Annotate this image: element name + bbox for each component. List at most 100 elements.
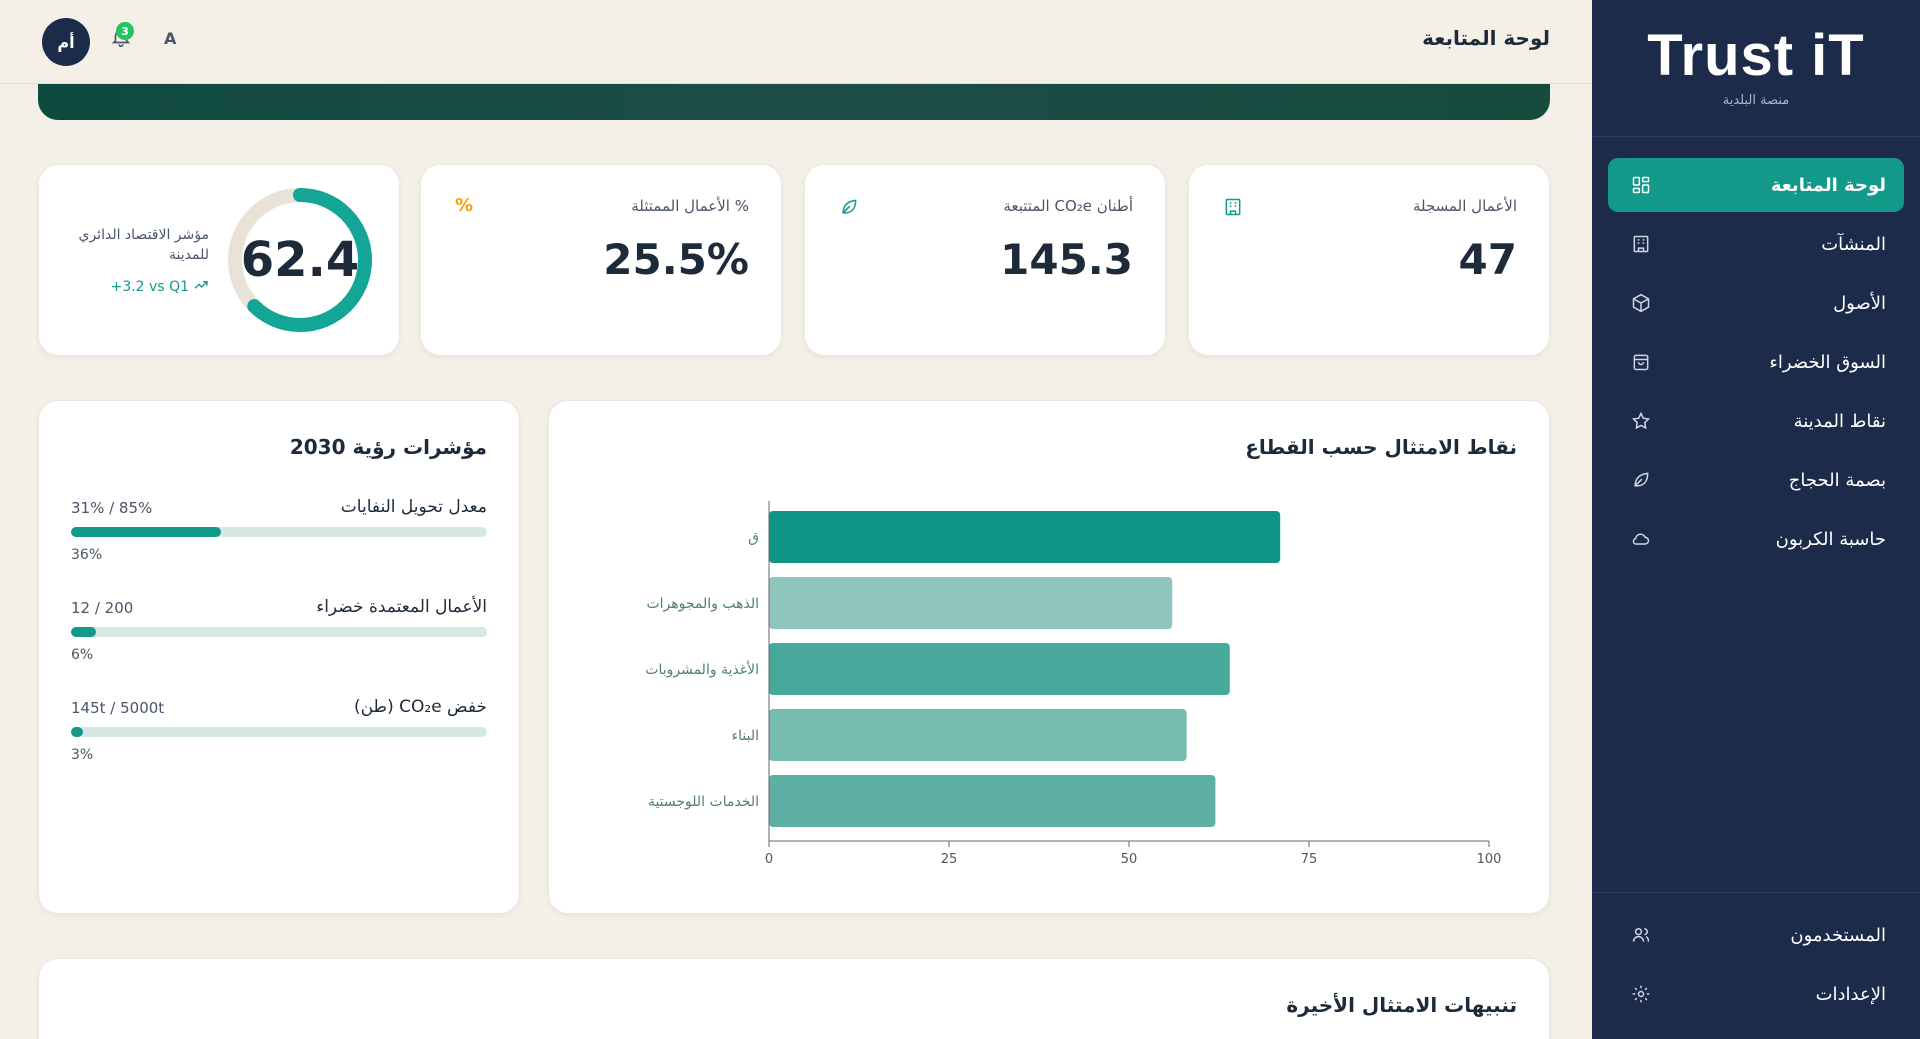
sidebar-divider (1592, 136, 1920, 137)
dashboard-icon (1630, 174, 1652, 196)
chart-category-label: الخدمات اللوجستية (648, 794, 759, 810)
sidebar-item-label: نقاط المدينة (1793, 410, 1886, 432)
kpi-name: الأعمال المعتمدة خضراء (316, 597, 487, 617)
sidebar-item-dashboard[interactable]: لوحة المتابعة (1608, 158, 1904, 212)
chart-x-tick-label: 0 (765, 852, 773, 867)
bag-icon (1630, 351, 1652, 373)
sidebar-item-settings[interactable]: الإعدادات (1608, 967, 1904, 1021)
kpi-percent: 3% (71, 747, 94, 763)
vision-2030-card: مؤشرات رؤية 2030 معدل تحويل النفايات 31%… (38, 400, 520, 914)
box-icon (1630, 292, 1652, 314)
chart-category-label: الذهب والمجوهرات (646, 596, 759, 612)
stat-value: 47 (1458, 235, 1517, 284)
chart-x-tick-label: 25 (941, 852, 958, 867)
circular-index-value: 62.4 (240, 232, 360, 288)
sidebar-divider (1592, 892, 1920, 893)
stat-value: 25.5% (603, 235, 749, 284)
building-icon (1630, 233, 1652, 255)
sidebar-item-label: الأصول (1833, 292, 1886, 314)
stat-card-circular-index: 62.4 مؤشر الاقتصاد الدائري للمدينة +3.2 … (38, 164, 400, 356)
top-bar: لوحة المتابعة أم 3 A (0, 0, 1592, 84)
sidebar-item-label: المنشآت (1821, 233, 1886, 255)
stat-label: الأعمال المسجلة (1412, 197, 1517, 215)
chart-x-tick-label: 50 (1121, 852, 1138, 867)
stat-card-compliant-businesses: % الأعمال الممتثلة 25.5% % (420, 164, 782, 356)
kpi-ratio: 12 / 200 (71, 599, 134, 617)
alerts-title: تنبيهات الامتثال الأخيرة (1286, 993, 1517, 1017)
stat-card-co2-tracked: أطنان CO₂e المتتبعة 145.3 (804, 164, 1166, 356)
sidebar-item-city-points[interactable]: نقاط المدينة (1608, 394, 1904, 448)
chart-category-label: الأغذية والمشروبات (645, 660, 759, 678)
chart-bar (769, 577, 1173, 629)
sidebar-bottom-nav: المستخدمون الإعدادات (1608, 908, 1904, 1026)
page-title: لوحة المتابعة (1422, 26, 1550, 50)
kpi-name: معدل تحويل النفايات (340, 497, 487, 517)
kpi-progress-fill (71, 627, 96, 637)
logo-title: Trust iT (1647, 23, 1865, 88)
logo-subtitle: منصة البلدية (1722, 93, 1790, 108)
chart-bar (769, 511, 1281, 563)
building-icon (1221, 197, 1243, 219)
language-toggle[interactable]: A (164, 29, 177, 48)
leaf-icon (1630, 469, 1652, 491)
sidebar-item-label: حاسبة الكربون (1775, 528, 1886, 550)
users-icon (1630, 924, 1652, 946)
sidebar-item-label: السوق الخضراء (1769, 351, 1886, 373)
circular-index-trend: +3.2 vs Q1 (111, 277, 209, 297)
stat-label: % الأعمال الممتثلة (631, 197, 749, 215)
stat-card-registered-businesses: الأعمال المسجلة 47 (1188, 164, 1550, 356)
chart-category-label: ق (748, 530, 759, 546)
sidebar-item-users[interactable]: المستخدمون (1608, 908, 1904, 962)
sidebar-item-label: المستخدمون (1790, 924, 1886, 946)
sidebar-item-facilities[interactable]: المنشآت (1608, 217, 1904, 271)
kpi-progress-fill (71, 527, 221, 537)
sidebar-item-pilgrim-footprint[interactable]: بصمة الحجاج (1608, 453, 1904, 507)
gauge-fill (228, 188, 372, 332)
stat-value: 145.3 (1000, 235, 1133, 284)
kpi-green-certified: الأعمال المعتمدة خضراء 12 / 200 6% (71, 597, 487, 677)
logo[interactable]: Trust iT منصة البلدية (1592, 22, 1920, 108)
sidebar-item-label: لوحة المتابعة (1770, 174, 1886, 196)
sector-bar-chart: ق الذهب والمجوهرات الأغذية والمشروبات البنا… (645, 501, 1502, 867)
kpi-percent: 36% (71, 547, 103, 563)
trend-text: +3.2 vs Q1 (110, 279, 189, 295)
notifications-button[interactable]: 3 (106, 22, 134, 52)
circular-index-label: مؤشر الاقتصاد الدائري للمدينة (78, 227, 210, 263)
kpi-progress-fill (71, 727, 84, 737)
chart-title: نقاط الامتثال حسب القطاع (1245, 435, 1517, 459)
sidebar-item-carbon-calculator[interactable]: حاسبة الكربون (1608, 512, 1904, 566)
chart-bar (769, 643, 1230, 695)
leaf-icon (837, 197, 859, 219)
kpi-co2-reduction: خفض CO₂e (طن) 145t / 5000t 3% (71, 697, 487, 777)
vision-title: مؤشرات رؤية 2030 (289, 435, 487, 459)
chart-bar (769, 775, 1216, 827)
percent-icon: % (455, 195, 474, 216)
kpi-progress-track (71, 527, 487, 537)
circular-index-gauge: 62.4 (225, 185, 375, 335)
sidebar-nav: لوحة المتابعة المنشآت الأصول السوق الخضر… (1608, 158, 1904, 571)
sidebar-item-label: الإعدادات (1815, 983, 1886, 1005)
kpi-percent: 6% (71, 647, 94, 663)
kpi-progress-track (71, 627, 487, 637)
sidebar-item-assets[interactable]: الأصول (1608, 276, 1904, 330)
compliance-alerts-card: تنبيهات الامتثال الأخيرة (38, 958, 1550, 1039)
chart-category-label: البناء (732, 728, 759, 744)
sidebar-item-label: بصمة الحجاج (1788, 469, 1886, 491)
cloud-icon (1630, 528, 1652, 550)
kpi-ratio: 145t / 5000t (71, 699, 165, 717)
chart-x-tick-label: 100 (1477, 852, 1502, 867)
chart-bar (769, 709, 1187, 761)
star-icon (1630, 410, 1652, 432)
sidebar-item-green-market[interactable]: السوق الخضراء (1608, 335, 1904, 389)
chart-x-tick-label: 75 (1301, 852, 1318, 867)
notification-badge: 3 (116, 22, 134, 40)
kpi-ratio: 31% / 85% (71, 499, 153, 517)
kpi-name: خفض CO₂e (طن) (353, 697, 487, 717)
sidebar: Trust iT منصة البلدية لوحة المتابعة المن… (1592, 0, 1920, 1039)
kpi-progress-track (71, 727, 487, 737)
avatar[interactable]: أم (42, 18, 90, 66)
hero-banner (38, 84, 1550, 120)
trend-up-icon (193, 277, 209, 297)
kpi-waste-diversion: معدل تحويل النفايات 31% / 85% 36% (71, 497, 487, 577)
stat-label: أطنان CO₂e المتتبعة (1003, 197, 1133, 215)
